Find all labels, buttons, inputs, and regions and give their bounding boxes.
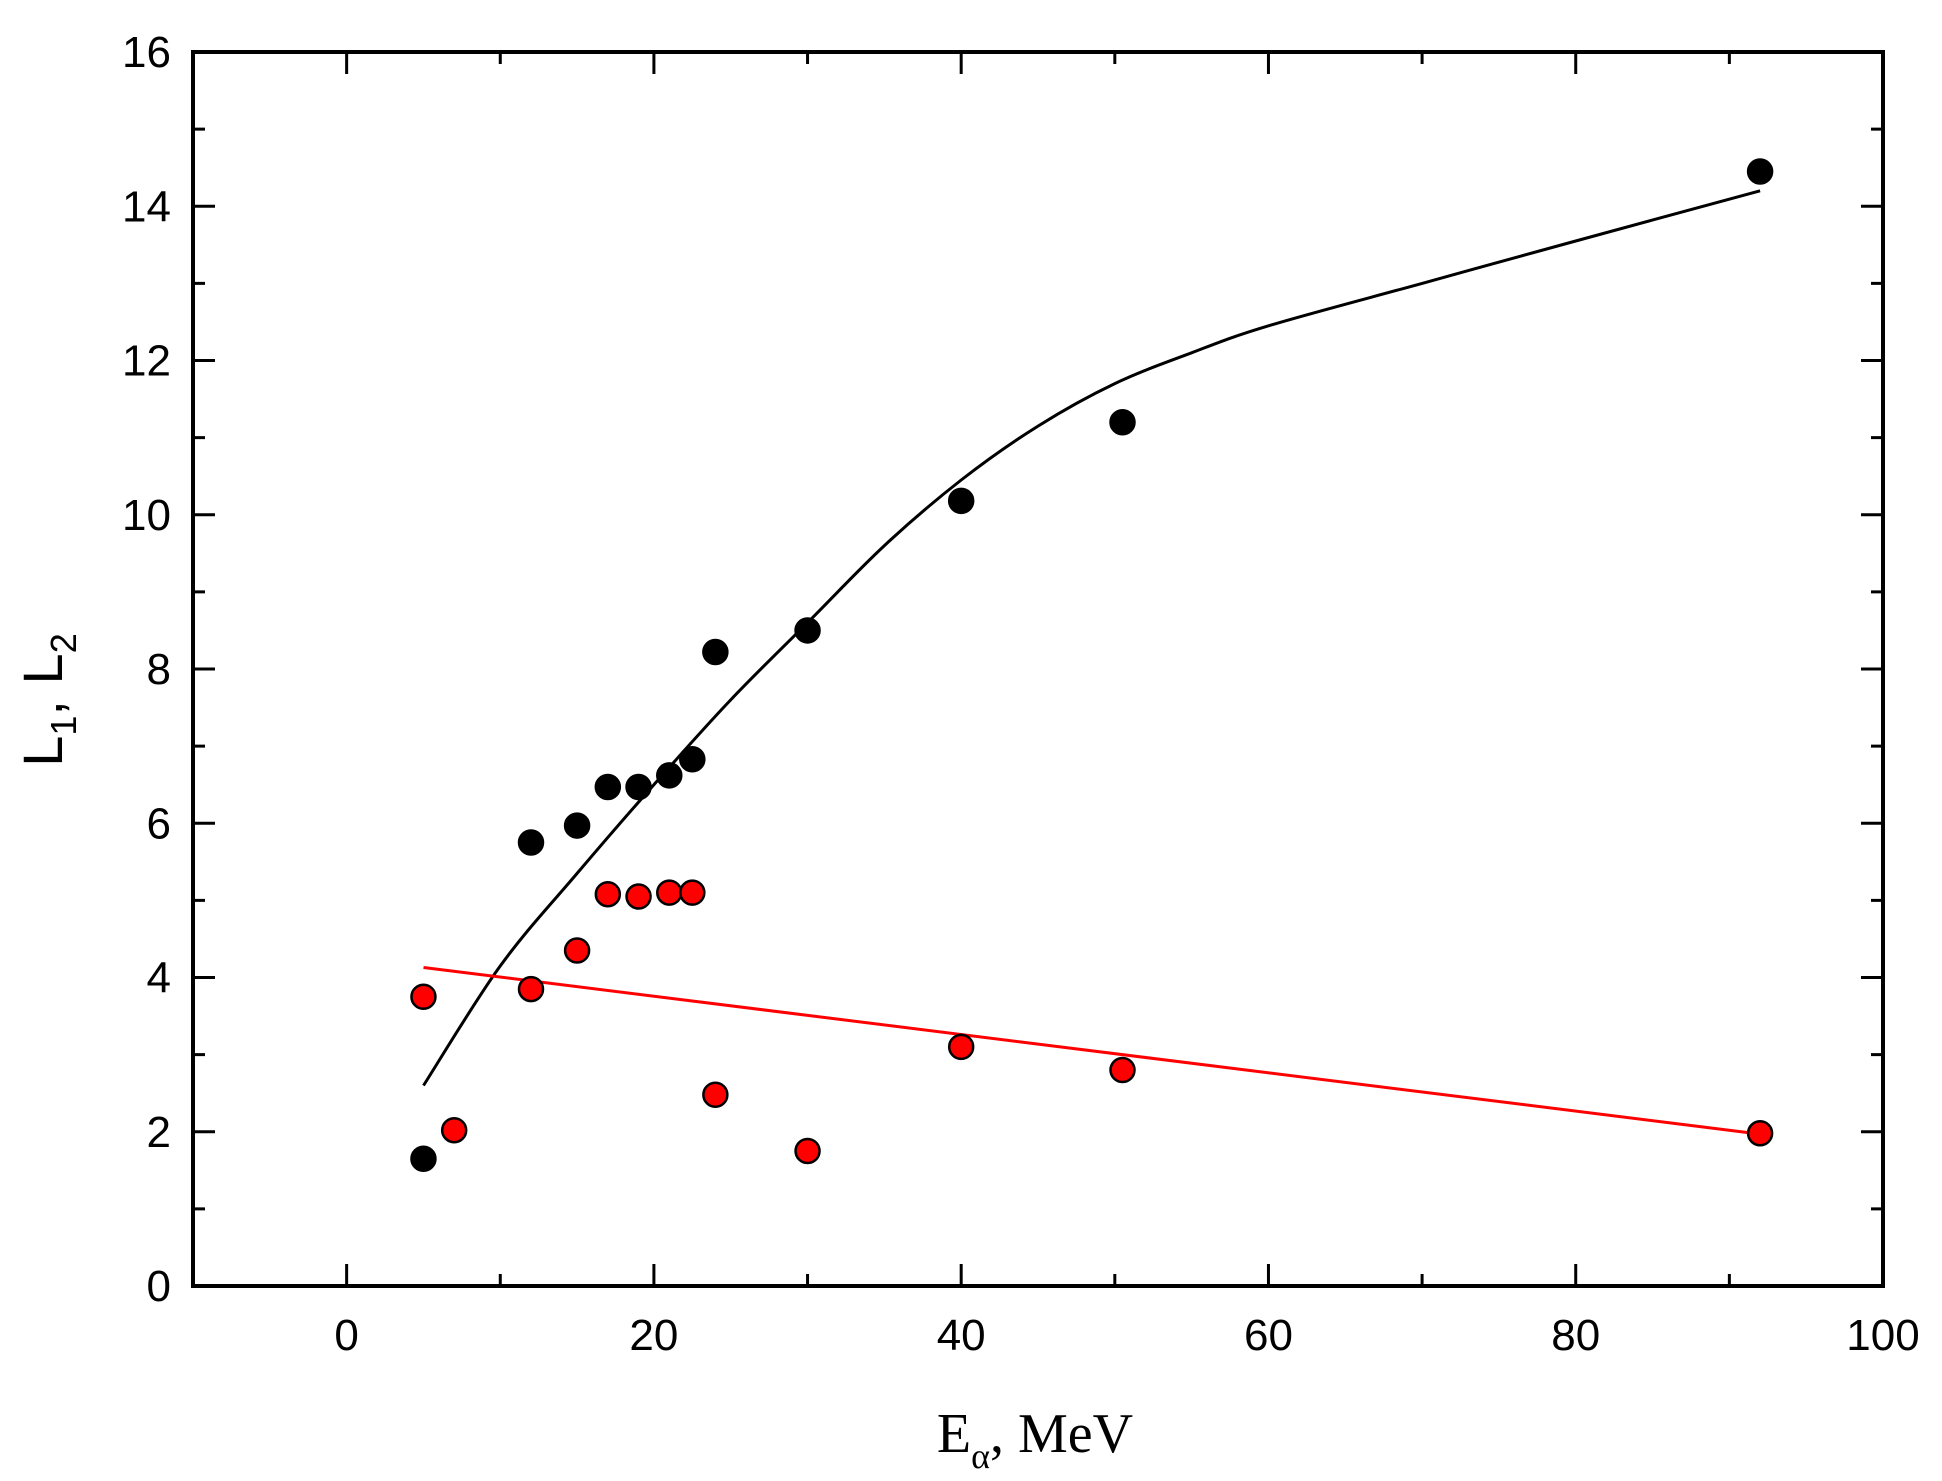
x-axis-title-suffix: , MeV xyxy=(990,1403,1133,1465)
data-points xyxy=(410,158,1774,1172)
x-tick-label: 100 xyxy=(1846,1311,1919,1360)
point-l1 xyxy=(1109,408,1136,436)
tick-labels: 0 20 40 60 80 100 0 2 4 6 8 10 12 14 16 xyxy=(122,28,1920,1360)
point-l2 xyxy=(563,937,591,964)
y-tick-label: 14 xyxy=(122,182,171,231)
point-l2 xyxy=(517,975,545,1003)
x-axis-title-sub: α xyxy=(971,1436,990,1476)
major-ticks xyxy=(193,50,1885,1288)
y-axis-title-l1: L xyxy=(11,736,74,767)
point-l2 xyxy=(794,1137,821,1165)
fit-lines xyxy=(422,189,1761,1136)
point-l1 xyxy=(410,1145,437,1172)
point-l2 xyxy=(656,879,683,906)
y-axis-title-l2: L xyxy=(11,653,74,684)
point-l1 xyxy=(517,829,545,856)
y-tick-label: 6 xyxy=(147,799,171,848)
y-axis-title-sep: , xyxy=(11,684,74,715)
x-axis-title: Eα, MeV xyxy=(937,1403,1133,1476)
point-l2 xyxy=(947,1033,975,1061)
y-tick-label: 4 xyxy=(147,954,171,1003)
point-l1 xyxy=(563,812,591,839)
fit-line-l2 xyxy=(423,966,1761,1136)
point-l1 xyxy=(656,762,683,789)
plot-frame xyxy=(191,50,1885,1288)
x-tick-label: 60 xyxy=(1244,1311,1293,1360)
point-l2 xyxy=(594,880,622,908)
point-l2 xyxy=(625,883,652,910)
point-l1 xyxy=(947,487,975,515)
point-l1 xyxy=(594,773,622,801)
x-tick-label: 40 xyxy=(937,1311,986,1360)
y-tick-label: 10 xyxy=(122,491,171,540)
y-tick-label: 2 xyxy=(147,1108,171,1157)
x-tick-label: 0 xyxy=(334,1311,358,1360)
y-tick-label: 0 xyxy=(147,1262,171,1311)
x-tick-label: 80 xyxy=(1551,1311,1600,1360)
y-axis-title-sub1: 1 xyxy=(43,716,84,736)
minor-ticks xyxy=(191,52,1883,1286)
point-l1 xyxy=(679,745,706,773)
point-l1 xyxy=(702,638,729,666)
point-l2 xyxy=(1109,1056,1136,1084)
point-l2 xyxy=(702,1081,729,1108)
point-l1 xyxy=(794,617,821,644)
point-l1 xyxy=(1746,158,1774,185)
fit-line-l1 xyxy=(422,189,1761,1087)
point-l2 xyxy=(440,1116,468,1144)
point-l2 xyxy=(410,983,437,1011)
x-axis-title-main: E xyxy=(937,1403,971,1465)
point-l2 xyxy=(1746,1120,1774,1147)
y-tick-label: 16 xyxy=(122,28,171,77)
y-tick-label: 8 xyxy=(147,645,171,694)
point-l1 xyxy=(625,773,652,801)
point-l2 xyxy=(679,879,706,906)
y-tick-label: 12 xyxy=(122,337,171,386)
y-axis-title-sub2: 2 xyxy=(43,633,84,653)
x-tick-label: 20 xyxy=(629,1311,678,1360)
y-axis-title: L1, L2 xyxy=(11,633,84,767)
